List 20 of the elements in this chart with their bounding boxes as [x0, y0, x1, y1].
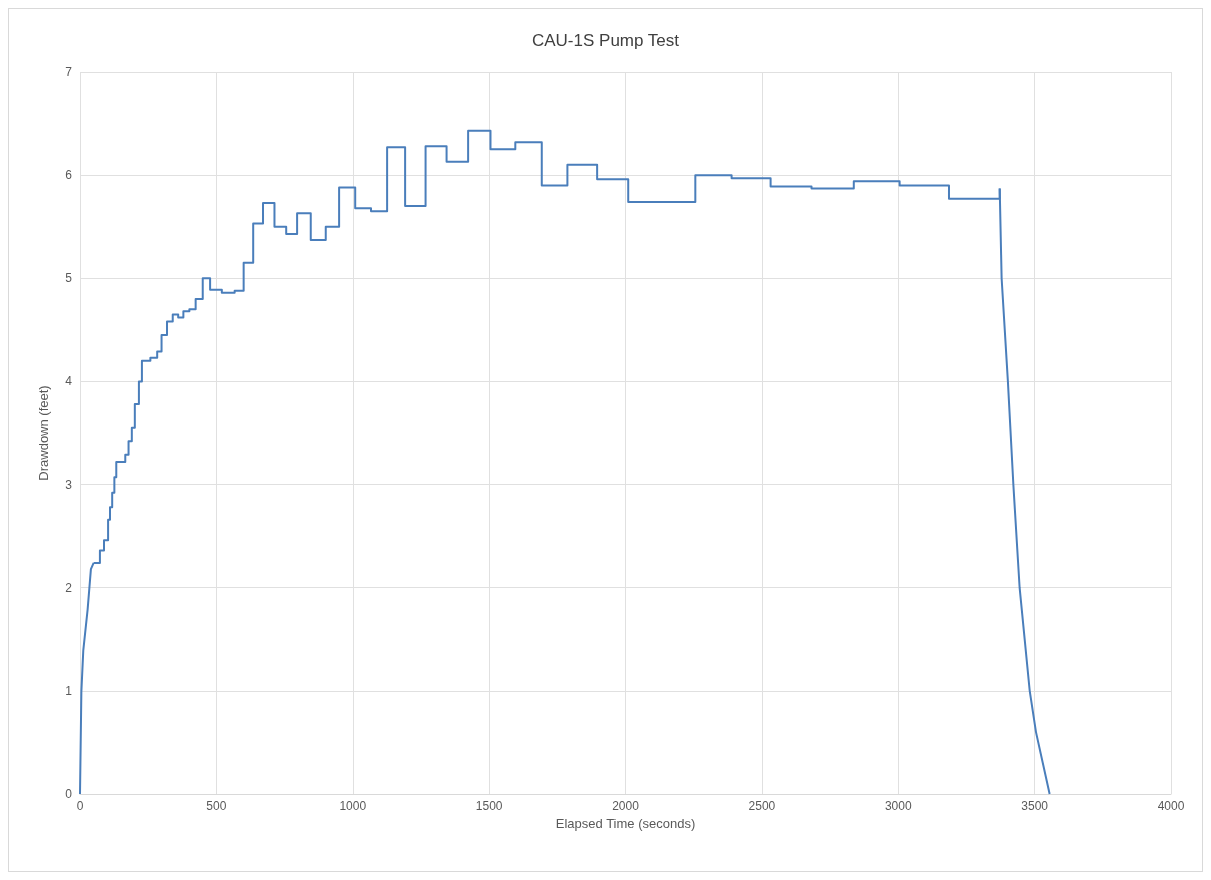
- y-tick-label: 5: [65, 271, 73, 286]
- y-tick-label: 3: [65, 477, 73, 492]
- x-tick-label: 4000: [1157, 799, 1185, 813]
- x-tick-label: 1500: [475, 799, 503, 813]
- y-tick-label: 0: [65, 787, 73, 801]
- x-tick-label: 1000: [339, 799, 367, 813]
- y-tick-label: 6: [65, 168, 73, 183]
- y-axis-title: Drawdown (feet): [36, 385, 51, 481]
- x-tick-label: 2000: [612, 799, 640, 813]
- y-tick-label: 7: [65, 65, 73, 79]
- x-tick-label: 2500: [748, 799, 776, 813]
- x-axis-title: Elapsed Time (seconds): [555, 815, 696, 831]
- y-tick-label: 2: [65, 580, 73, 595]
- x-tick-label: 500: [206, 799, 227, 813]
- x-tick-label: 3500: [1021, 799, 1049, 813]
- y-tick-label: 1: [65, 683, 73, 698]
- chart-title: CAU-1S Pump Test: [531, 31, 680, 50]
- x-tick-label: 3000: [884, 799, 912, 813]
- y-tick-label: 4: [65, 374, 73, 389]
- x-tick-label: 0: [76, 799, 84, 813]
